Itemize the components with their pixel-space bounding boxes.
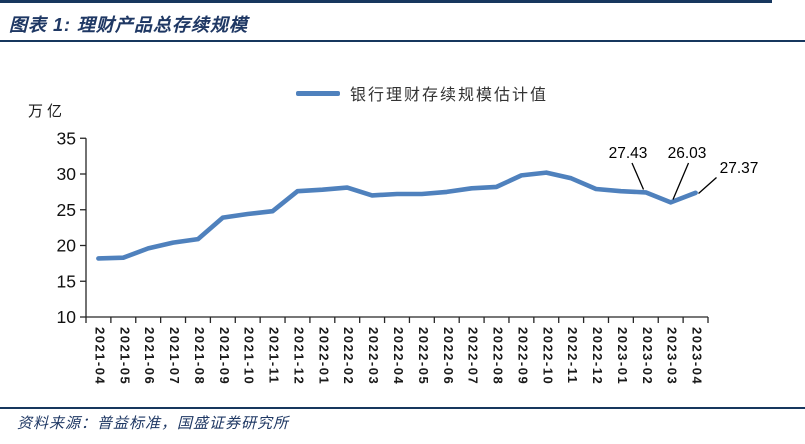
x-axis-label: 2021-07: [167, 327, 182, 385]
annotation-leader-line: [672, 162, 690, 200]
footer-divider: [0, 407, 805, 409]
x-axis-label: 2022-04: [391, 327, 406, 385]
annotation-value: 26.03: [668, 145, 707, 162]
x-axis-label: 2022-10: [540, 327, 555, 385]
top-divider: [0, 0, 772, 3]
x-axis-label: 2022-02: [341, 327, 356, 385]
x-axis-label: 2022-05: [416, 327, 431, 385]
x-axis-label: 2022-11: [565, 327, 580, 385]
x-axis-label: 2021-08: [192, 327, 207, 385]
x-axis-label: 2021-09: [217, 327, 232, 385]
x-axis-label: 2022-07: [466, 327, 481, 385]
annotation-leader-line: [631, 162, 645, 190]
x-axis-label: 2021-10: [242, 327, 257, 385]
x-axis-label: 2023-02: [640, 327, 655, 385]
title-underline: [0, 40, 805, 42]
legend-line-swatch: [296, 90, 340, 96]
y-axis-unit-label: 万亿: [28, 103, 67, 120]
x-axis-label: 2022-01: [316, 327, 331, 385]
y-axis-tick-label: 20: [57, 236, 77, 256]
x-axis-label: 2023-04: [690, 327, 705, 385]
legend-label: 银行理财存续规模估计值: [350, 87, 549, 104]
x-axis-label: 2021-05: [117, 327, 132, 385]
annotation-value: 27.37: [720, 160, 759, 177]
annotation-leader-line: [698, 177, 717, 194]
y-axis-tick-label: 25: [57, 200, 76, 220]
source-note: 资料来源：普益标准，国盛证券研究所: [17, 415, 290, 432]
series-line: [96, 170, 698, 261]
line-chart: 10 15 20 25 30 35 2021-04 2021-05 2021-06 2021-07…: [57, 128, 759, 385]
x-axis-label: 2022-06: [441, 327, 456, 385]
x-axis-label: 2022-12: [590, 327, 605, 385]
y-axis-tick-label: 15: [57, 271, 76, 291]
x-axis-label: 2021-04: [92, 327, 107, 385]
x-axis-label: 2021-12: [291, 327, 306, 385]
y-axis-tick-label: 10: [57, 307, 77, 327]
annotation-value: 27.43: [609, 145, 648, 162]
x-axis-label: 2021-06: [142, 327, 157, 385]
x-axis-label: 2022-09: [515, 327, 530, 385]
y-axis-tick-label: 30: [57, 164, 77, 184]
chart-legend: 银行理财存续规模估计值: [296, 81, 548, 105]
x-axis-label: 2022-03: [366, 327, 381, 385]
figure-title: 图表 1: 理财产品总存续规模: [9, 15, 249, 35]
x-axis-label: 2023-03: [665, 327, 680, 385]
y-axis-tick-label: 35: [57, 128, 76, 148]
x-axis-label: 2021-11: [267, 327, 282, 385]
x-axis-label: 2022-08: [491, 327, 506, 385]
x-axis-label: 2023-01: [615, 327, 630, 385]
